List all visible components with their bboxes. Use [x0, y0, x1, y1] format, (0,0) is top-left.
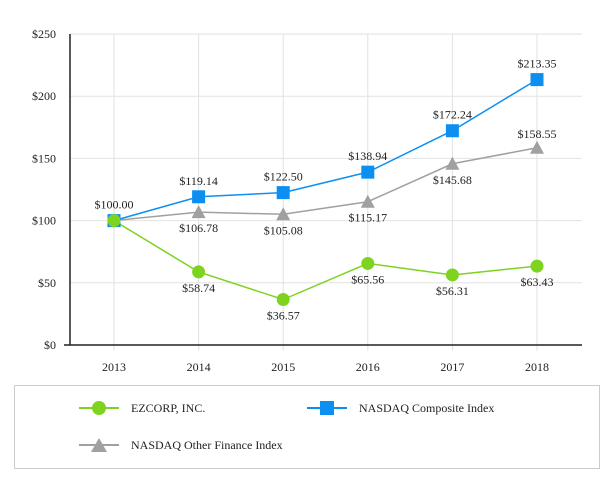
data-point-triangle — [276, 207, 291, 221]
data-label: $56.31 — [436, 284, 469, 298]
data-point-circle — [107, 214, 121, 228]
y-tick-label: $100 — [32, 214, 56, 228]
data-point-triangle — [530, 140, 544, 154]
legend-square-marker-icon — [307, 401, 347, 415]
data-label: $100.00 — [95, 198, 134, 212]
data-point-circle — [276, 293, 290, 307]
data-label: $63.43 — [521, 275, 554, 289]
data-label: $145.68 — [433, 173, 472, 187]
data-point-circle — [192, 265, 206, 279]
legend-label: EZCORP, INC. — [131, 400, 206, 415]
line-chart: $0 $50 $100 $150 $200 $250 2013 2014 2015 2016 201… — [32, 27, 582, 374]
x-tick-label: 2014 — [187, 360, 211, 374]
data-point-square — [361, 165, 375, 179]
data-point-circle — [361, 256, 375, 270]
series-line — [113, 78, 538, 222]
data-point-triangle — [191, 205, 206, 219]
data-point-square — [276, 186, 290, 200]
x-tick-label: 2015 — [271, 360, 295, 374]
data-point-circle — [530, 259, 544, 273]
series-line — [113, 219, 538, 301]
data-point-square — [445, 124, 459, 138]
y-tick-label: $200 — [32, 89, 56, 103]
data-label: $138.94 — [348, 149, 387, 163]
data-label: $172.24 — [433, 108, 472, 122]
legend-item-ezcorp: EZCORP, INC. — [77, 400, 205, 416]
data-point-square — [192, 190, 206, 204]
legend-item-nasdaq-composite: NASDAQ Composite Index — [305, 400, 494, 416]
series-line — [113, 147, 538, 222]
y-tick-label: $250 — [32, 27, 56, 41]
data-label: $106.78 — [179, 221, 218, 235]
x-tick-label: 2013 — [102, 360, 126, 374]
x-tick-label: 2018 — [525, 360, 549, 374]
data-point-square — [530, 73, 544, 87]
x-tick-label: 2016 — [356, 360, 380, 374]
data-label: $105.08 — [264, 223, 303, 237]
data-label: $65.56 — [351, 272, 384, 286]
data-label: $213.35 — [518, 57, 557, 71]
legend-label: NASDAQ Composite Index — [359, 400, 495, 415]
y-tick-label: $50 — [38, 276, 56, 290]
data-label: $119.14 — [179, 174, 218, 188]
data-point-triangle — [360, 194, 375, 208]
legend: EZCORP, INC. NASDAQ Composite Index NASD… — [14, 385, 600, 469]
data-label: $122.50 — [264, 170, 303, 184]
y-tick-label: $150 — [32, 151, 56, 165]
legend-label: NASDAQ Other Finance Index — [131, 437, 283, 452]
data-label: $158.55 — [518, 127, 557, 141]
x-tick-label: 2017 — [440, 360, 464, 374]
legend-triangle-marker-icon — [79, 438, 119, 452]
data-point-circle — [445, 268, 459, 282]
data-label: $115.17 — [349, 211, 388, 225]
y-tick-label: $0 — [44, 338, 56, 352]
data-label: $58.74 — [182, 281, 215, 295]
legend-circle-marker-icon — [79, 401, 119, 415]
data-point-triangle — [445, 156, 460, 170]
data-label: $36.57 — [267, 309, 300, 323]
legend-item-nasdaq-other-finance: NASDAQ Other Finance Index — [77, 437, 283, 453]
